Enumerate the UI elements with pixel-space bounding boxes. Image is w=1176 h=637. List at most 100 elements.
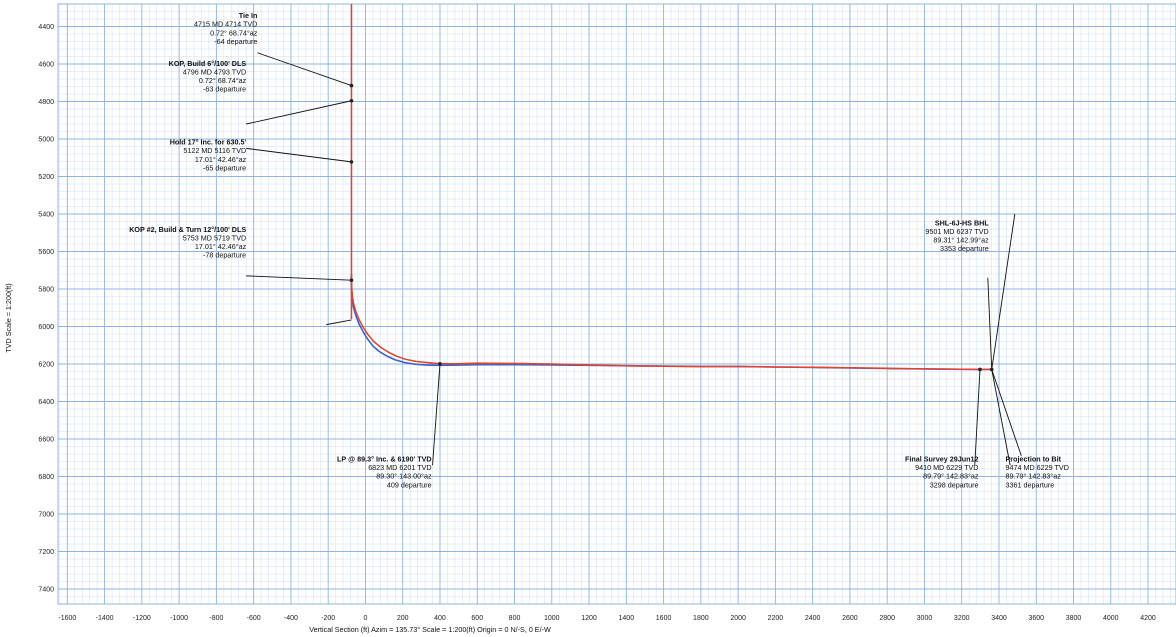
point-marker xyxy=(978,367,982,372)
x-tick-label: 1400 xyxy=(619,615,635,622)
x-tick-label: -1200 xyxy=(133,615,151,622)
leader-line xyxy=(991,213,1016,370)
annotation-line: 4796 MD 4793 TVD xyxy=(183,67,246,76)
leader-line xyxy=(326,319,352,326)
leader-layer xyxy=(246,52,1022,466)
leader-line xyxy=(246,147,352,163)
annotation-line: -78 departure xyxy=(203,251,246,260)
x-tick-label: 2000 xyxy=(730,615,746,622)
point-marker xyxy=(349,83,354,88)
point-marker xyxy=(349,98,354,103)
annotation-line: 89.30° 143.00°az xyxy=(376,472,432,481)
plot-frame xyxy=(57,3,1176,605)
point-marker xyxy=(989,367,994,372)
y-tick-label: 5600 xyxy=(38,249,54,256)
leader-line xyxy=(246,275,352,281)
y-tick-label: 6600 xyxy=(38,437,54,444)
annotation-line: -65 departure xyxy=(203,163,246,172)
x-tick-label: 3800 xyxy=(1066,615,1082,622)
x-tick-label: -600 xyxy=(247,615,261,622)
x-tick-label: -1400 xyxy=(96,615,114,622)
x-tick-label: 1800 xyxy=(693,615,709,622)
point-marker xyxy=(438,362,442,366)
x-tick-label: 3200 xyxy=(954,615,970,622)
annotation-title: Final Survey 29Jun12 xyxy=(905,455,979,464)
leader-line xyxy=(432,363,441,466)
series-line-plan xyxy=(350,4,992,371)
x-tick-label: 4000 xyxy=(1103,615,1119,622)
leader-line xyxy=(974,369,981,466)
x-tick-label: -400 xyxy=(284,615,298,622)
annotation-line: 89.79° 142.83°az xyxy=(1006,472,1062,481)
y-tick-label: 7200 xyxy=(38,549,54,556)
y-tick-label: 6800 xyxy=(38,474,54,481)
y-tick-label: 4400 xyxy=(38,24,54,31)
leader-line xyxy=(987,277,993,370)
annotation-title: KOP #2, Build & Turn 12°/100' DLS xyxy=(129,225,246,234)
annotation-line: 0.72° 68.74°az xyxy=(199,76,247,85)
leader-line xyxy=(991,369,1022,457)
x-tick-label: -1000 xyxy=(170,615,188,622)
x-tick-label: 1000 xyxy=(544,615,560,622)
annotation-line: 409 departure xyxy=(387,480,432,489)
leader-line xyxy=(991,369,1011,466)
x-tick-labels: -1600 -1400 -1200 -1000 -800 -600 -400 -200 0 200… xyxy=(58,615,1156,622)
annotation-line: -64 departure xyxy=(214,37,257,46)
annotation-line: 3361 departure xyxy=(1006,480,1055,489)
annotation-title: SHL-6J-HS BHL xyxy=(935,218,990,227)
annotation-line: 4715 MD 4714 TVD xyxy=(194,20,257,29)
x-tick-label: 3600 xyxy=(1028,615,1044,622)
x-tick-label: 2600 xyxy=(842,615,858,622)
annotation-line: 17.01° 42.46°az xyxy=(195,242,247,251)
annotation-line: 89.31° 142.99°az xyxy=(933,235,989,244)
y-tick-label: 4600 xyxy=(38,62,54,69)
x-tick-label: 4200 xyxy=(1140,615,1156,622)
x-tick-label: 200 xyxy=(397,615,409,622)
y-tick-label: 4800 xyxy=(38,99,54,106)
x-tick-label: -1600 xyxy=(58,615,76,622)
x-axis-title: Vertical Section (ft) Azim = 135.73° Sca… xyxy=(309,625,551,634)
x-tick-label: 2800 xyxy=(879,615,895,622)
y-tick-label: 6000 xyxy=(38,324,54,331)
y-tick-label: 5200 xyxy=(38,174,54,181)
y-tick-label: 5400 xyxy=(38,212,54,219)
y-tick-label: 6400 xyxy=(38,399,54,406)
annotation-line: 9410 MD 6229 TVD xyxy=(915,463,978,472)
annotation-line: 9501 MD 6237 TVD xyxy=(925,227,988,236)
y-tick-labels: 4400 4600 4800 5000 5200 5400 5600 5800 6000 6200… xyxy=(38,24,54,594)
annotation-line: 0.72° 68.74°az xyxy=(210,28,258,37)
x-tick-label: -200 xyxy=(321,615,335,622)
annotation-line: 89.79° 142.83°az xyxy=(923,472,979,481)
annotation-callout: Hold 17° Inc. for 630.5'5122 MD 5116 TVD… xyxy=(170,138,247,173)
x-tick-label: -800 xyxy=(209,615,223,622)
x-tick-label: 2400 xyxy=(805,615,821,622)
annotation-title: LP @ 89.3° Inc. & 6190' TVD xyxy=(337,455,432,464)
x-tick-label: 1200 xyxy=(581,615,597,622)
annotation-line: 9474 MD 6229 TVD xyxy=(1006,463,1069,472)
annotation-line: 5753 MD 5719 TVD xyxy=(183,233,246,242)
annotation-line: 6823 MD 6201 TVD xyxy=(368,463,431,472)
x-tick-label: 800 xyxy=(509,615,521,622)
annotation-line: 17.01° 42.46°az xyxy=(195,155,247,164)
x-tick-label: 0 xyxy=(363,615,367,622)
y-axis-title: TVD Scale = 1:200(ft) xyxy=(4,283,13,352)
marker-layer xyxy=(349,83,994,372)
annotation-title: KOP, Build 6°/100' DLS xyxy=(169,59,247,68)
leader-line xyxy=(257,52,352,86)
leader-line xyxy=(246,100,352,125)
annotation-title: Tie In xyxy=(239,11,258,20)
annotation-title: Projection to Bit xyxy=(1006,455,1062,464)
x-tick-label: 3400 xyxy=(991,615,1007,622)
point-marker xyxy=(349,278,354,282)
x-tick-label: 3000 xyxy=(917,615,933,622)
